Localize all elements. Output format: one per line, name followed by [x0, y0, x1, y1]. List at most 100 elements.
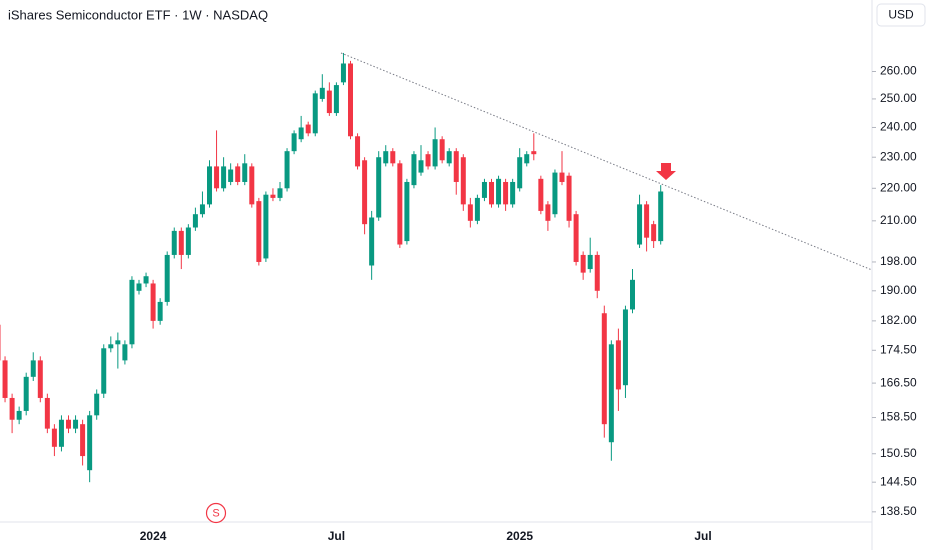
candle-body: [411, 154, 417, 186]
candle-body: [228, 169, 234, 182]
candle-body: [122, 344, 128, 361]
candle-body: [615, 340, 621, 390]
candle-body: [651, 224, 657, 242]
candle-body: [277, 188, 283, 198]
candle-body: [446, 151, 452, 164]
candle-body: [630, 279, 635, 310]
candle-body: [136, 283, 142, 291]
candle-body: [101, 348, 107, 394]
y-tick-label: 138.50: [880, 504, 917, 518]
candle-body: [658, 191, 664, 242]
y-tick-label: 250.00: [880, 91, 917, 105]
candle-body: [326, 90, 332, 114]
split-marker[interactable]: [205, 502, 227, 524]
candle-body: [58, 419, 64, 447]
chart-title: iShares Semiconductor ETF · 1W · NASDAQ: [8, 7, 268, 22]
candle-body: [207, 166, 212, 205]
candle-body: [192, 214, 198, 228]
candle-body: [94, 393, 100, 416]
y-tick-label: 220.00: [880, 180, 917, 194]
currency-label[interactable]: USD: [888, 8, 914, 22]
x-tick-label: 2025: [506, 529, 533, 543]
candle-body: [404, 181, 410, 242]
candle-body: [115, 340, 121, 345]
candle-body: [150, 283, 156, 321]
candle-body: [418, 160, 424, 173]
candle-body: [30, 360, 36, 377]
candle-body: [348, 63, 353, 137]
candle-body: [291, 133, 297, 152]
candle-body: [305, 124, 311, 134]
candle-body: [235, 166, 241, 182]
candle-body: [284, 151, 290, 189]
candle-body: [531, 151, 537, 155]
candle-body: [580, 254, 586, 273]
candle-body: [312, 93, 318, 134]
candle-body: [432, 139, 438, 167]
candle-body: [185, 227, 191, 255]
split-marker-label[interactable]: S: [212, 507, 219, 519]
candle-body: [87, 415, 93, 471]
candle-body: [16, 410, 22, 420]
candle-body: [44, 397, 50, 429]
candle-body: [481, 181, 487, 198]
candle-body: [80, 424, 86, 457]
currency-button[interactable]: [876, 3, 926, 27]
candle-body: [0, 324, 1, 361]
candle-body: [129, 279, 135, 345]
candle-body: [157, 301, 163, 321]
candle-body: [143, 276, 149, 284]
candle-body: [397, 163, 403, 245]
candle-body: [460, 157, 466, 205]
y-tick-label: 230.00: [880, 149, 917, 163]
candle-body: [9, 397, 15, 420]
y-tick-label: 190.00: [880, 283, 917, 297]
y-tick-label: 158.50: [880, 410, 917, 424]
candle-body: [256, 201, 262, 262]
y-tick-label: 182.00: [880, 313, 917, 327]
candle-body: [37, 360, 43, 398]
candle-body: [23, 376, 29, 411]
candle-body: [524, 154, 530, 164]
candle-body: [2, 360, 8, 398]
candle-body: [503, 181, 509, 205]
candle-body: [439, 139, 445, 161]
candle-body: [496, 178, 502, 205]
candle-body: [637, 204, 643, 245]
y-tick-label: 166.50: [880, 375, 917, 389]
candle-body: [489, 181, 494, 205]
y-tick-label: 240.00: [880, 120, 917, 134]
candle-body: [566, 175, 572, 221]
candle-body: [517, 157, 523, 189]
x-tick-label: Jul: [328, 529, 345, 543]
y-tick-label: 260.00: [880, 64, 917, 78]
plot-area: [0, 52, 664, 483]
candle-body: [108, 344, 114, 349]
x-tick-label: Jul: [694, 529, 711, 543]
y-tick-label: 210.00: [880, 213, 917, 227]
candle-body: [538, 178, 544, 211]
candle-body: [51, 428, 57, 447]
candle-body: [214, 166, 220, 189]
candle-body: [333, 85, 339, 114]
candle-body: [594, 254, 600, 291]
candle-body: [425, 154, 431, 167]
candle-body: [474, 197, 480, 221]
candle-body: [644, 204, 650, 238]
candle-body: [263, 194, 269, 259]
candle-body: [601, 313, 607, 425]
candle-body: [467, 204, 473, 221]
candle-body: [298, 127, 304, 140]
candle-body: [199, 204, 205, 215]
candle-body: [545, 204, 551, 221]
candle-body: [171, 230, 177, 255]
down-arrow: [656, 163, 676, 180]
candle-body: [242, 163, 248, 182]
candle-body: [510, 181, 516, 205]
y-tick-label: 144.50: [880, 474, 917, 488]
y-tick-label: 174.50: [880, 342, 917, 356]
candle-body: [249, 166, 255, 205]
candle-body: [552, 172, 558, 215]
